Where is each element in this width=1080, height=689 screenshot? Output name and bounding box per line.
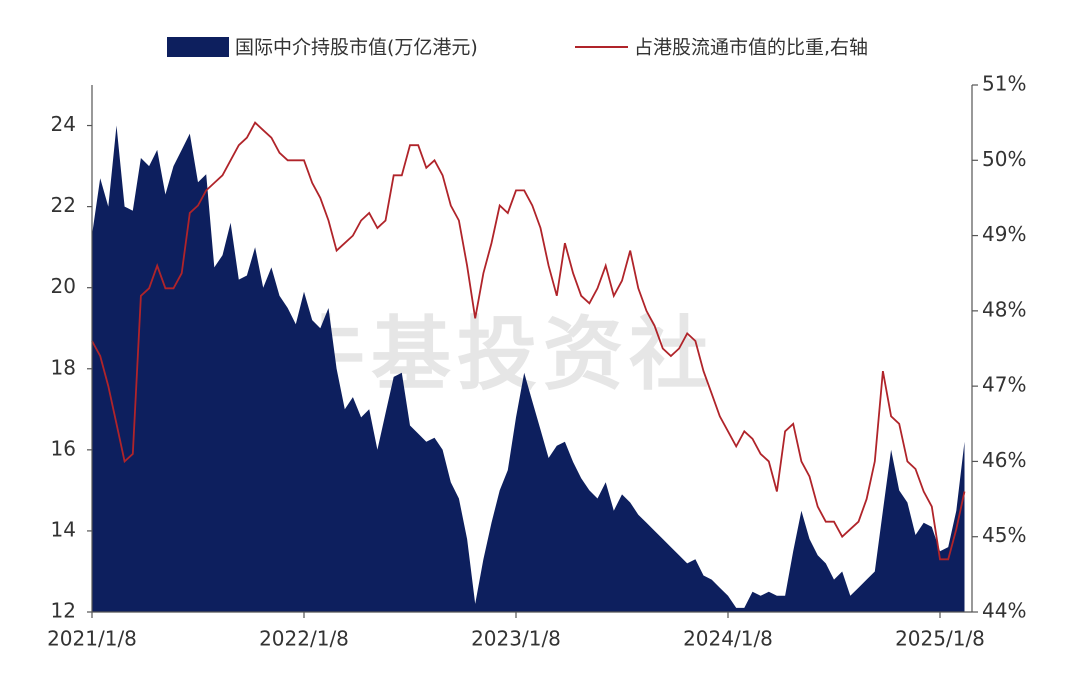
y-tick-label: 24: [51, 112, 76, 136]
line: [91, 121, 966, 561]
x-tick-label: 2023/1/8: [471, 627, 561, 651]
y-tick-label: 18: [51, 355, 76, 379]
watermark: 牛基投资社: [285, 308, 715, 401]
y2-tick-label: 44%: [982, 599, 1026, 623]
area: [92, 125, 965, 612]
y2-tick-label: 47%: [982, 373, 1026, 397]
y-tick-label: 22: [51, 193, 76, 217]
legend-swatch: [167, 37, 229, 57]
y-tick-label: 16: [51, 436, 76, 460]
y-tick-label: 14: [51, 517, 76, 541]
x-tick-label: 2024/1/8: [683, 627, 773, 651]
legend-label: 国际中介持股市值(万亿港元): [235, 37, 478, 59]
y2-tick-label: 45%: [982, 523, 1026, 547]
y2-tick-label: 49%: [982, 222, 1026, 246]
x-tick-label: 2021/1/8: [47, 627, 137, 651]
legend-label: 占港股流通市值的比重,右轴: [634, 37, 868, 59]
x-tick-label: 2025/1/8: [895, 627, 985, 651]
y2-tick-label: 48%: [982, 297, 1026, 321]
y2-tick-label: 46%: [982, 448, 1026, 472]
x-tick-label: 2022/1/8: [259, 627, 349, 651]
y2-tick-label: 50%: [982, 147, 1026, 171]
y-tick-label: 12: [51, 599, 76, 623]
y2-tick-label: 51%: [982, 72, 1026, 96]
y-tick-label: 20: [51, 274, 76, 298]
